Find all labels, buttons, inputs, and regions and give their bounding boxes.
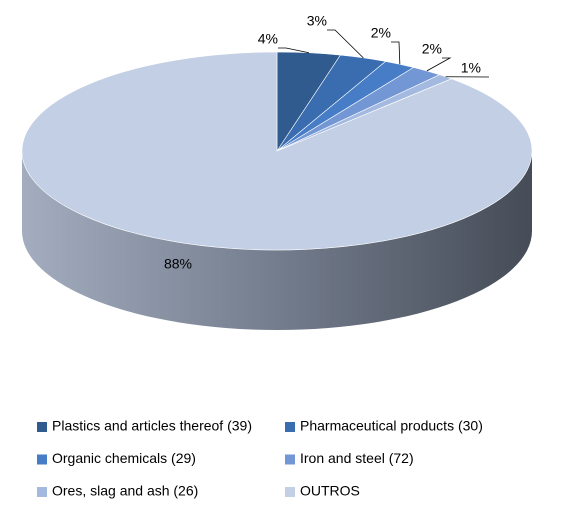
legend-label: Iron and steel (72) (300, 450, 414, 466)
legend-label: Pharmaceutical products (30) (300, 418, 483, 434)
legend-swatch (37, 454, 47, 465)
legend-swatch (37, 487, 47, 497)
legend-label: Plastics and articles thereof (39) (52, 418, 252, 434)
legend-label: Ores, slag and ash (26) (52, 483, 198, 499)
slice (21, 51, 533, 251)
leader-line (391, 41, 401, 65)
data-label: 88% (164, 256, 192, 272)
legend-label: Organic chemicals (29) (52, 450, 196, 466)
data-label: 2% (371, 25, 391, 41)
leader-line (278, 47, 310, 54)
data-label: 3% (307, 13, 327, 29)
legend-swatch (285, 454, 295, 465)
data-label: 1% (461, 60, 481, 76)
legend-swatch (285, 487, 295, 497)
slice-side (22, 151, 532, 330)
legend-swatch (285, 422, 295, 432)
leader-line (327, 29, 364, 59)
data-label: 2% (422, 41, 442, 57)
legend-swatch (37, 422, 47, 432)
leader-line (426, 57, 452, 72)
data-label: 4% (258, 31, 278, 47)
legend-label: OUTROS (300, 483, 360, 499)
